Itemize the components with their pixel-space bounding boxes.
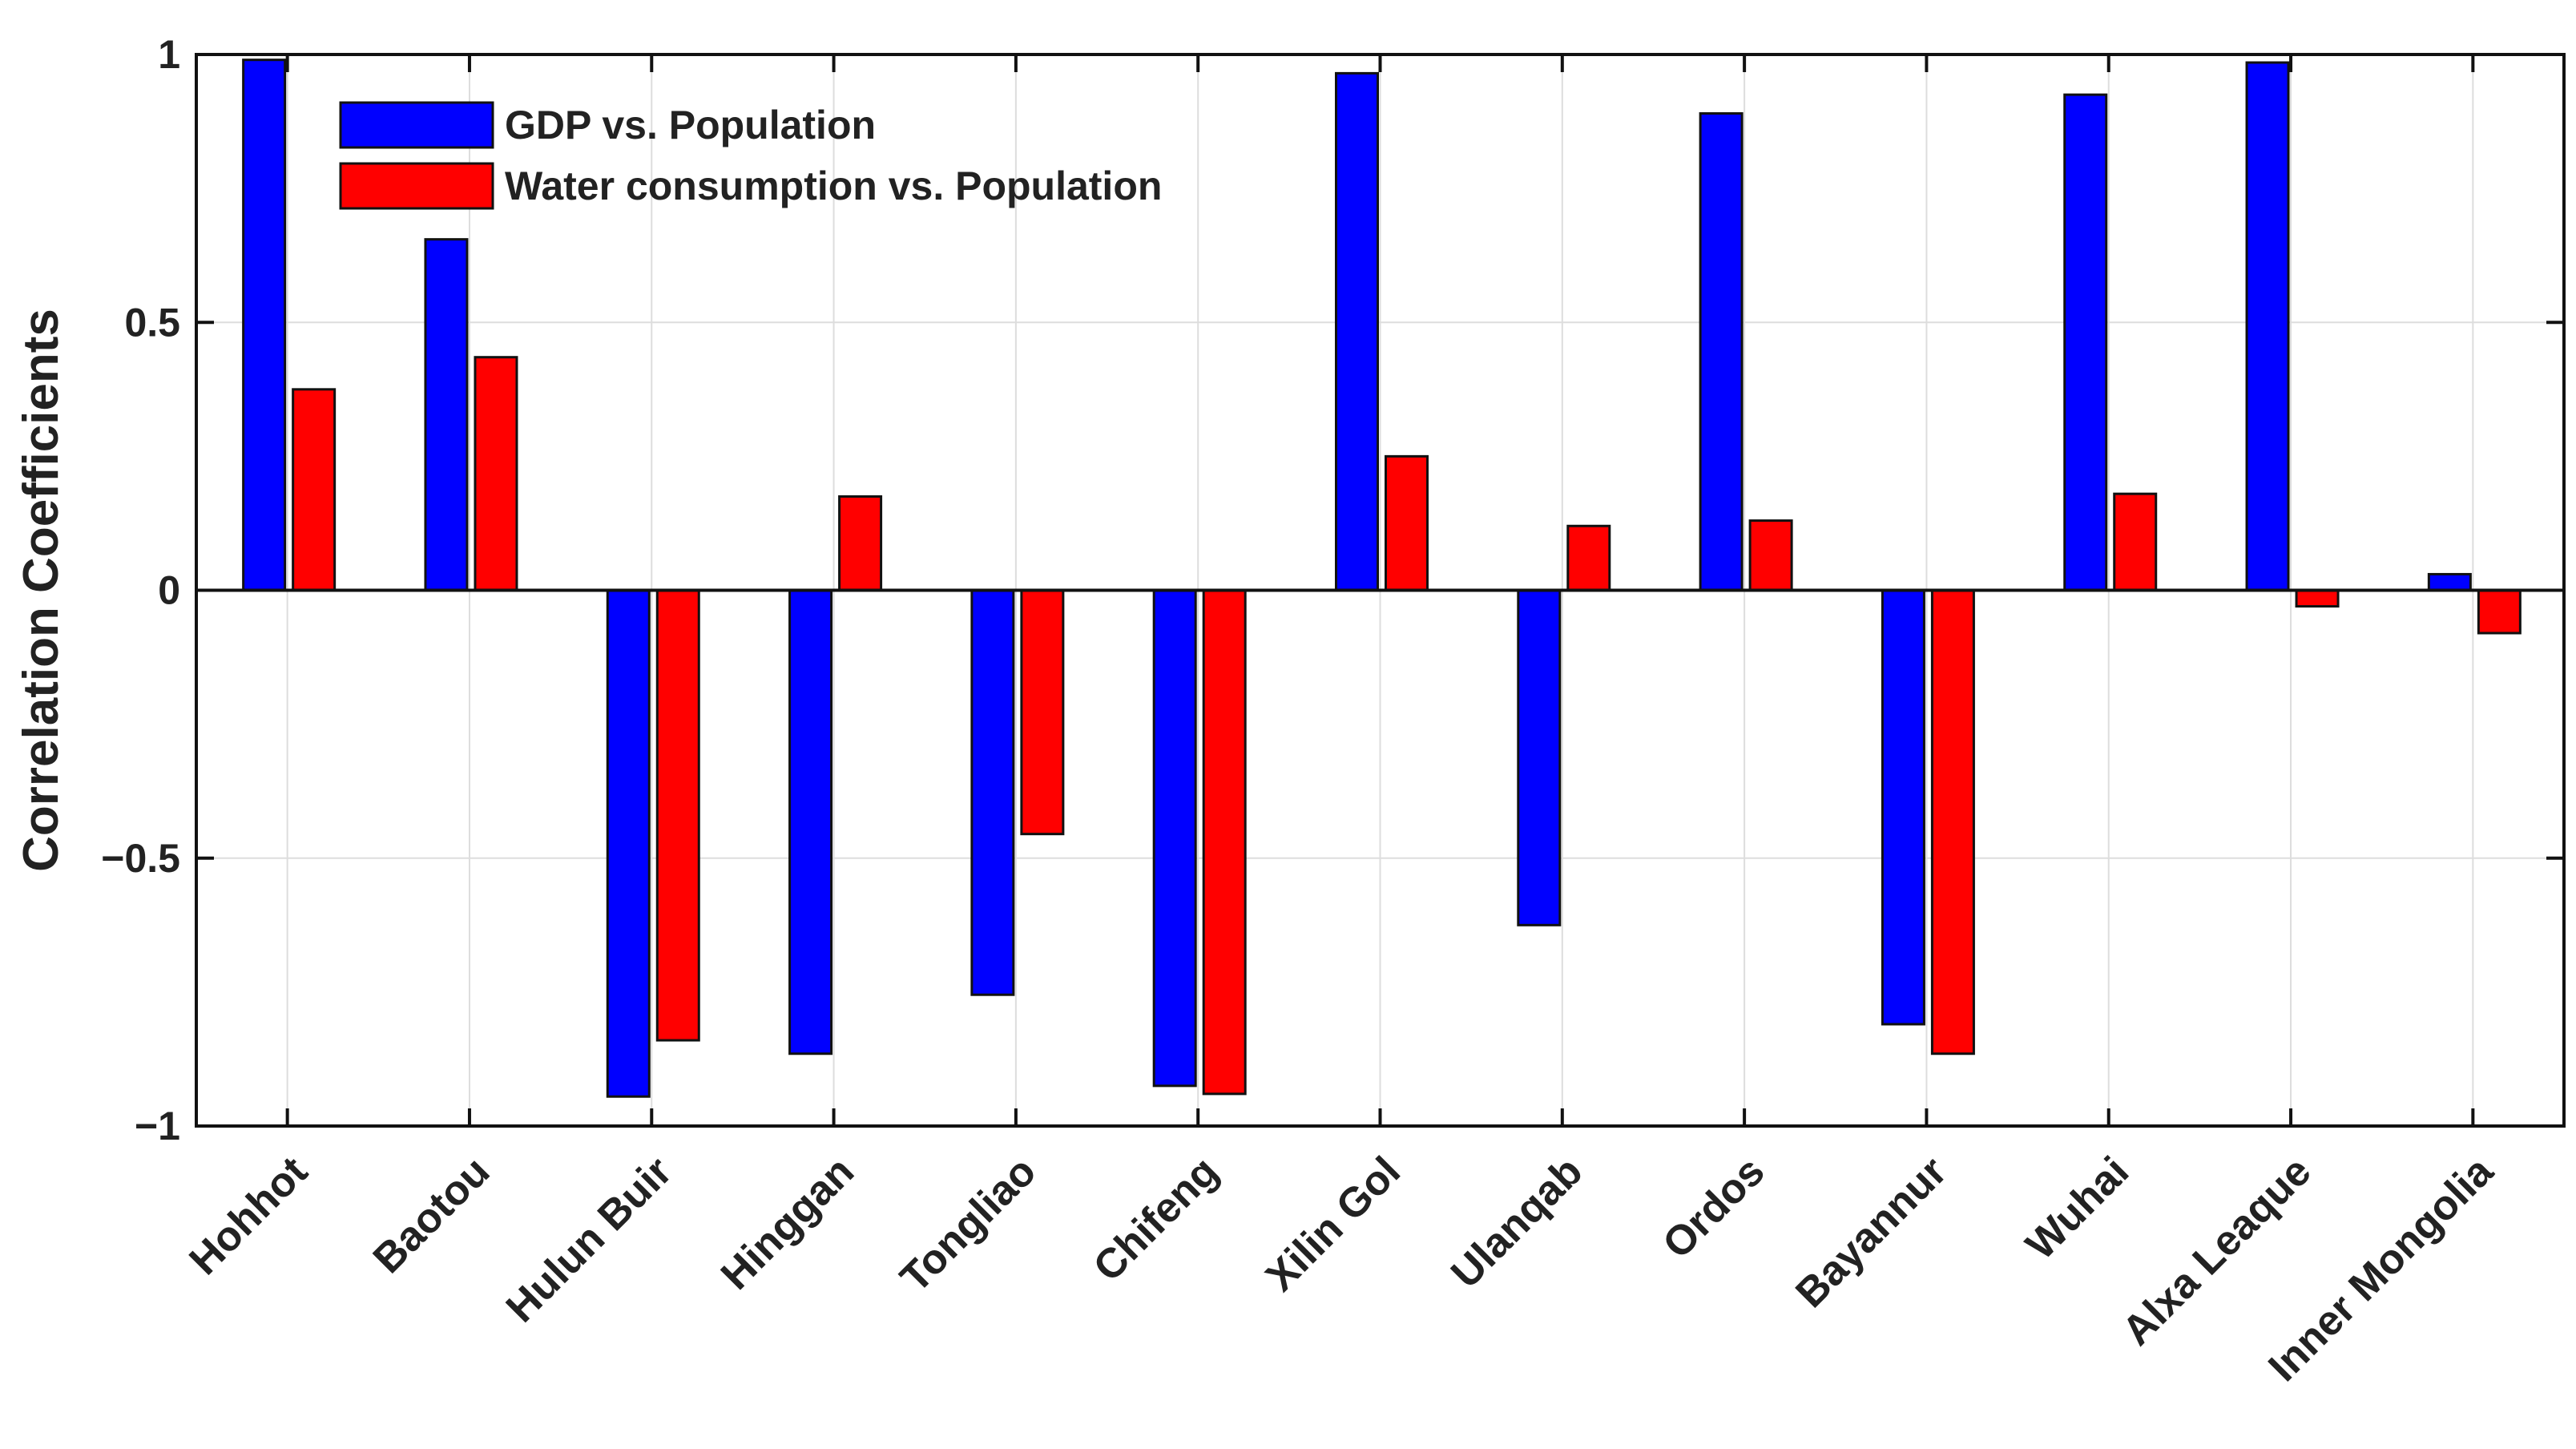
y-axis: −1 −0.5 0 0.5 1 (101, 32, 2564, 1148)
x-tick-label: Tongliao (892, 1148, 1045, 1301)
bar-gdp-xilin-gol (1335, 71, 1379, 591)
bar-water-tongliao (1020, 589, 1065, 836)
y-tick-label: −0.5 (101, 836, 180, 881)
bar-gdp-hinggan (788, 589, 833, 1055)
x-tick-label: Baotou (365, 1148, 499, 1282)
y-tick-label: −1 (135, 1104, 180, 1148)
bar-water-hohhot (292, 388, 337, 591)
x-tick-label: Chifeng (1085, 1148, 1228, 1290)
bar-gdp-chifeng (1152, 589, 1197, 1088)
x-tick-label: Xilin Gol (1257, 1148, 1409, 1300)
y-tick-label: 1 (158, 32, 180, 77)
bar-gdp-ordos (1699, 112, 1744, 592)
bar-water-baotou (474, 356, 518, 591)
y-tick-label: 0 (158, 568, 180, 613)
bar-gdp-bayannur (1881, 589, 1925, 1026)
bar-gdp-hohhot (242, 59, 287, 591)
bar-water-xilin-gol (1385, 454, 1429, 591)
bar-water-hulun-buir (655, 589, 700, 1042)
x-tick-label: Ulanqab (1442, 1148, 1591, 1297)
bar-gdp-inner-mongolia (2427, 572, 2472, 592)
legend-swatch (339, 101, 494, 149)
bar-gdp-ulanqab (1517, 589, 1562, 926)
bar-gdp-hulun-buir (606, 589, 651, 1098)
bar-water-chifeng (1202, 589, 1247, 1096)
x-tick-label: Bayannur (1787, 1148, 1956, 1317)
bar-water-inner-mongolia (2477, 589, 2522, 635)
x-tick-label: Hohhot (180, 1148, 316, 1284)
x-tick-label: Ordos (1654, 1148, 1773, 1267)
legend-swatch (339, 162, 494, 210)
bar-water-wuhai (2113, 492, 2158, 591)
bar-gdp-wuhai (2063, 93, 2108, 591)
x-tick-label: Hinggan (712, 1148, 863, 1298)
x-tick-label: Wuhai (2018, 1148, 2139, 1269)
y-tick-label: 0.5 (124, 300, 180, 345)
legend-label: Water consumption vs. Population (505, 163, 1162, 208)
bar-gdp-alxa-leaque (2245, 61, 2290, 591)
bar-water-alxa-leaque (2295, 589, 2340, 608)
bar-gdp-baotou (424, 238, 469, 591)
bar-gdp-tongliao (970, 589, 1015, 996)
bar-water-ulanqab (1566, 524, 1611, 592)
legend: GDP vs. Population Water consumption vs. … (339, 101, 1162, 210)
bar-water-hinggan (838, 495, 883, 592)
bar-water-bayannur (1930, 589, 1975, 1055)
bar-water-ordos (1748, 519, 1793, 591)
legend-label: GDP vs. Population (505, 103, 876, 147)
bars (242, 59, 2522, 1098)
x-tick-label: Alxa Leaque (2114, 1148, 2320, 1354)
y-axis-title: Correlation Coefficients (14, 309, 69, 872)
x-tick-label: Hulun Buir (498, 1148, 681, 1331)
